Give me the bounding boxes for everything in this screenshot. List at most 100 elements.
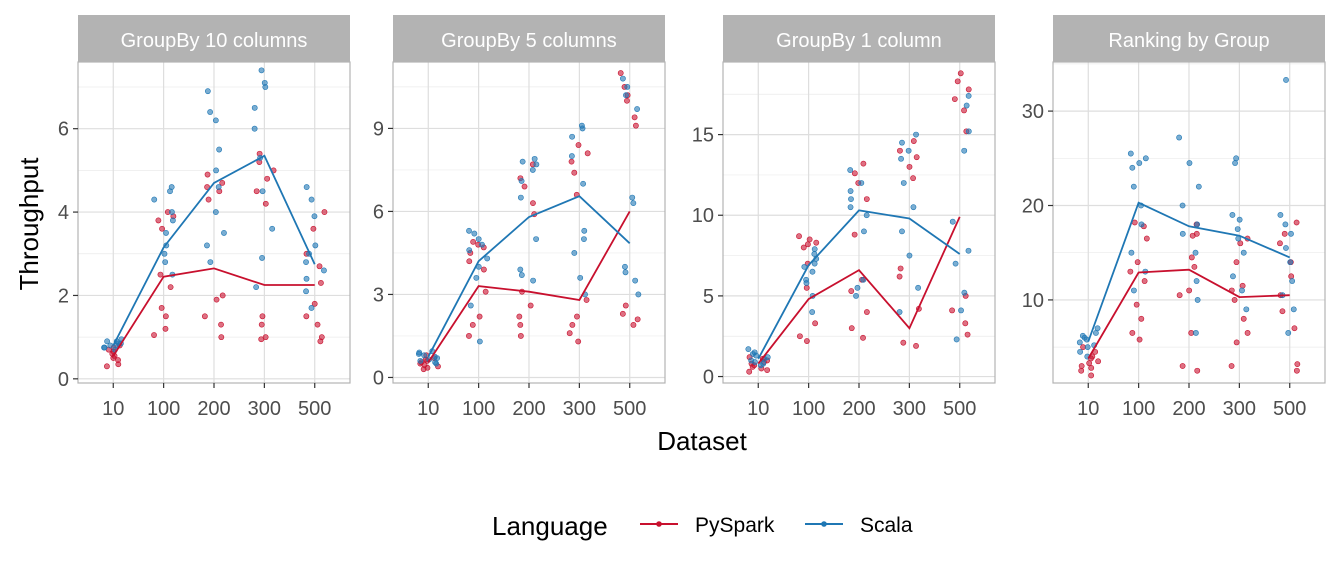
data-point-pyspark (1233, 339, 1240, 346)
data-point-pyspark (1127, 268, 1134, 275)
data-point-pyspark (583, 297, 590, 303)
data-point-pyspark (310, 225, 317, 232)
data-point-pyspark (575, 338, 582, 345)
data-point-pyspark (262, 200, 269, 207)
data-point-scala (101, 344, 108, 351)
data-point-scala (533, 236, 539, 243)
data-point-pyspark (804, 241, 811, 248)
data-point-pyspark (764, 367, 771, 373)
data-point-scala (303, 184, 310, 190)
data-point-pyspark (800, 244, 807, 251)
data-point-scala (1282, 221, 1289, 228)
data-point-pyspark (157, 271, 164, 278)
data-point-scala (251, 104, 258, 111)
data-point-pyspark (1138, 315, 1145, 322)
data-point-scala (1130, 183, 1137, 190)
data-point-scala (863, 212, 870, 219)
x-tick-label: 10 (1077, 398, 1099, 420)
data-point-pyspark (1136, 336, 1143, 343)
data-point-scala (1138, 221, 1145, 228)
data-point-scala (965, 247, 972, 254)
series-line-pyspark (427, 210, 631, 363)
data-point-pyspark (803, 284, 810, 291)
data-point-pyspark (1176, 292, 1183, 299)
data-point-pyspark (863, 309, 870, 315)
data-point-scala (308, 196, 315, 203)
data-point-scala (213, 167, 219, 174)
data-point-scala (1283, 77, 1289, 83)
data-point-scala (860, 276, 867, 283)
data-point-scala (1193, 278, 1200, 284)
data-point-pyspark (1179, 363, 1186, 369)
data-point-pyspark (584, 150, 591, 157)
data-point-scala (764, 354, 771, 361)
series-line-scala (427, 195, 631, 358)
data-point-scala (533, 161, 540, 168)
data-point-pyspark (574, 313, 580, 320)
data-point-pyspark (1095, 358, 1102, 365)
x-tick-label: 10 (747, 398, 769, 420)
data-point-pyspark (1281, 230, 1288, 237)
panel-1: GroupBy 10 columns 0 2 4 6 10 100 200 300 500 (58, 15, 351, 420)
data-point-scala (519, 158, 526, 165)
data-point-scala (169, 217, 176, 224)
data-point-scala (1232, 160, 1238, 166)
data-point-pyspark (213, 296, 220, 303)
x-tick-label: 500 (298, 398, 331, 420)
data-point-pyspark (1288, 273, 1295, 280)
data-point-pyspark (619, 310, 626, 317)
data-point-pyspark (848, 325, 855, 332)
legend-items: PySpark Scala (640, 514, 913, 537)
data-point-scala (622, 263, 628, 270)
data-point-scala (1194, 297, 1201, 303)
data-point-pyspark (311, 300, 318, 307)
data-point-scala (1076, 339, 1083, 346)
x-tick-label: 300 (893, 398, 926, 420)
data-point-pyspark (218, 334, 225, 341)
data-point-scala (961, 289, 968, 296)
data-point-pyspark (1191, 263, 1198, 270)
data-point-scala (151, 196, 158, 203)
data-point-pyspark (1239, 282, 1246, 289)
data-point-scala (529, 167, 536, 173)
data-point-scala (421, 352, 428, 359)
data-point-pyspark (530, 200, 536, 207)
panel-4: Ranking by Group 10 20 30 10 100 200 300 500 (1022, 15, 1326, 420)
data-point-scala (1234, 226, 1241, 233)
data-point-pyspark (1231, 297, 1238, 303)
x-tick-label: 200 (197, 398, 230, 420)
data-point-pyspark (253, 188, 260, 195)
y-tick-label: 15 (692, 125, 714, 147)
data-point-pyspark (303, 313, 310, 320)
data-point-scala (207, 259, 214, 266)
data-point-pyspark (1186, 287, 1193, 294)
series-line-scala (757, 209, 961, 360)
data-point-scala (1287, 259, 1294, 266)
legend-title: Language (492, 511, 608, 541)
data-point-pyspark (162, 325, 169, 332)
data-point-pyspark (848, 288, 855, 294)
data-point-pyspark (964, 331, 971, 338)
data-point-scala (467, 302, 474, 309)
data-point-scala (569, 133, 575, 140)
data-point-scala (952, 260, 959, 267)
y-axis-title: Throughput (14, 157, 44, 291)
data-point-pyspark (321, 209, 328, 215)
y-tick-label: 4 (58, 202, 69, 224)
data-point-pyspark (204, 171, 211, 178)
data-point-scala (623, 92, 629, 99)
data-point-scala (475, 236, 482, 243)
data-point-pyspark (258, 321, 265, 328)
y-tick-label: 20 (1022, 196, 1044, 218)
data-point-pyspark (906, 163, 913, 170)
series-line-pyspark (757, 216, 961, 365)
data-point-scala (748, 357, 755, 364)
data-point-scala (104, 338, 111, 345)
data-point-pyspark (860, 160, 867, 167)
y-tick-label: 3 (373, 284, 384, 306)
data-point-pyspark (569, 321, 576, 328)
data-point-scala (1285, 330, 1292, 336)
y-tick-label: 5 (703, 286, 714, 308)
legend-item-pyspark: PySpark (640, 514, 775, 537)
data-point-pyspark (469, 321, 476, 328)
